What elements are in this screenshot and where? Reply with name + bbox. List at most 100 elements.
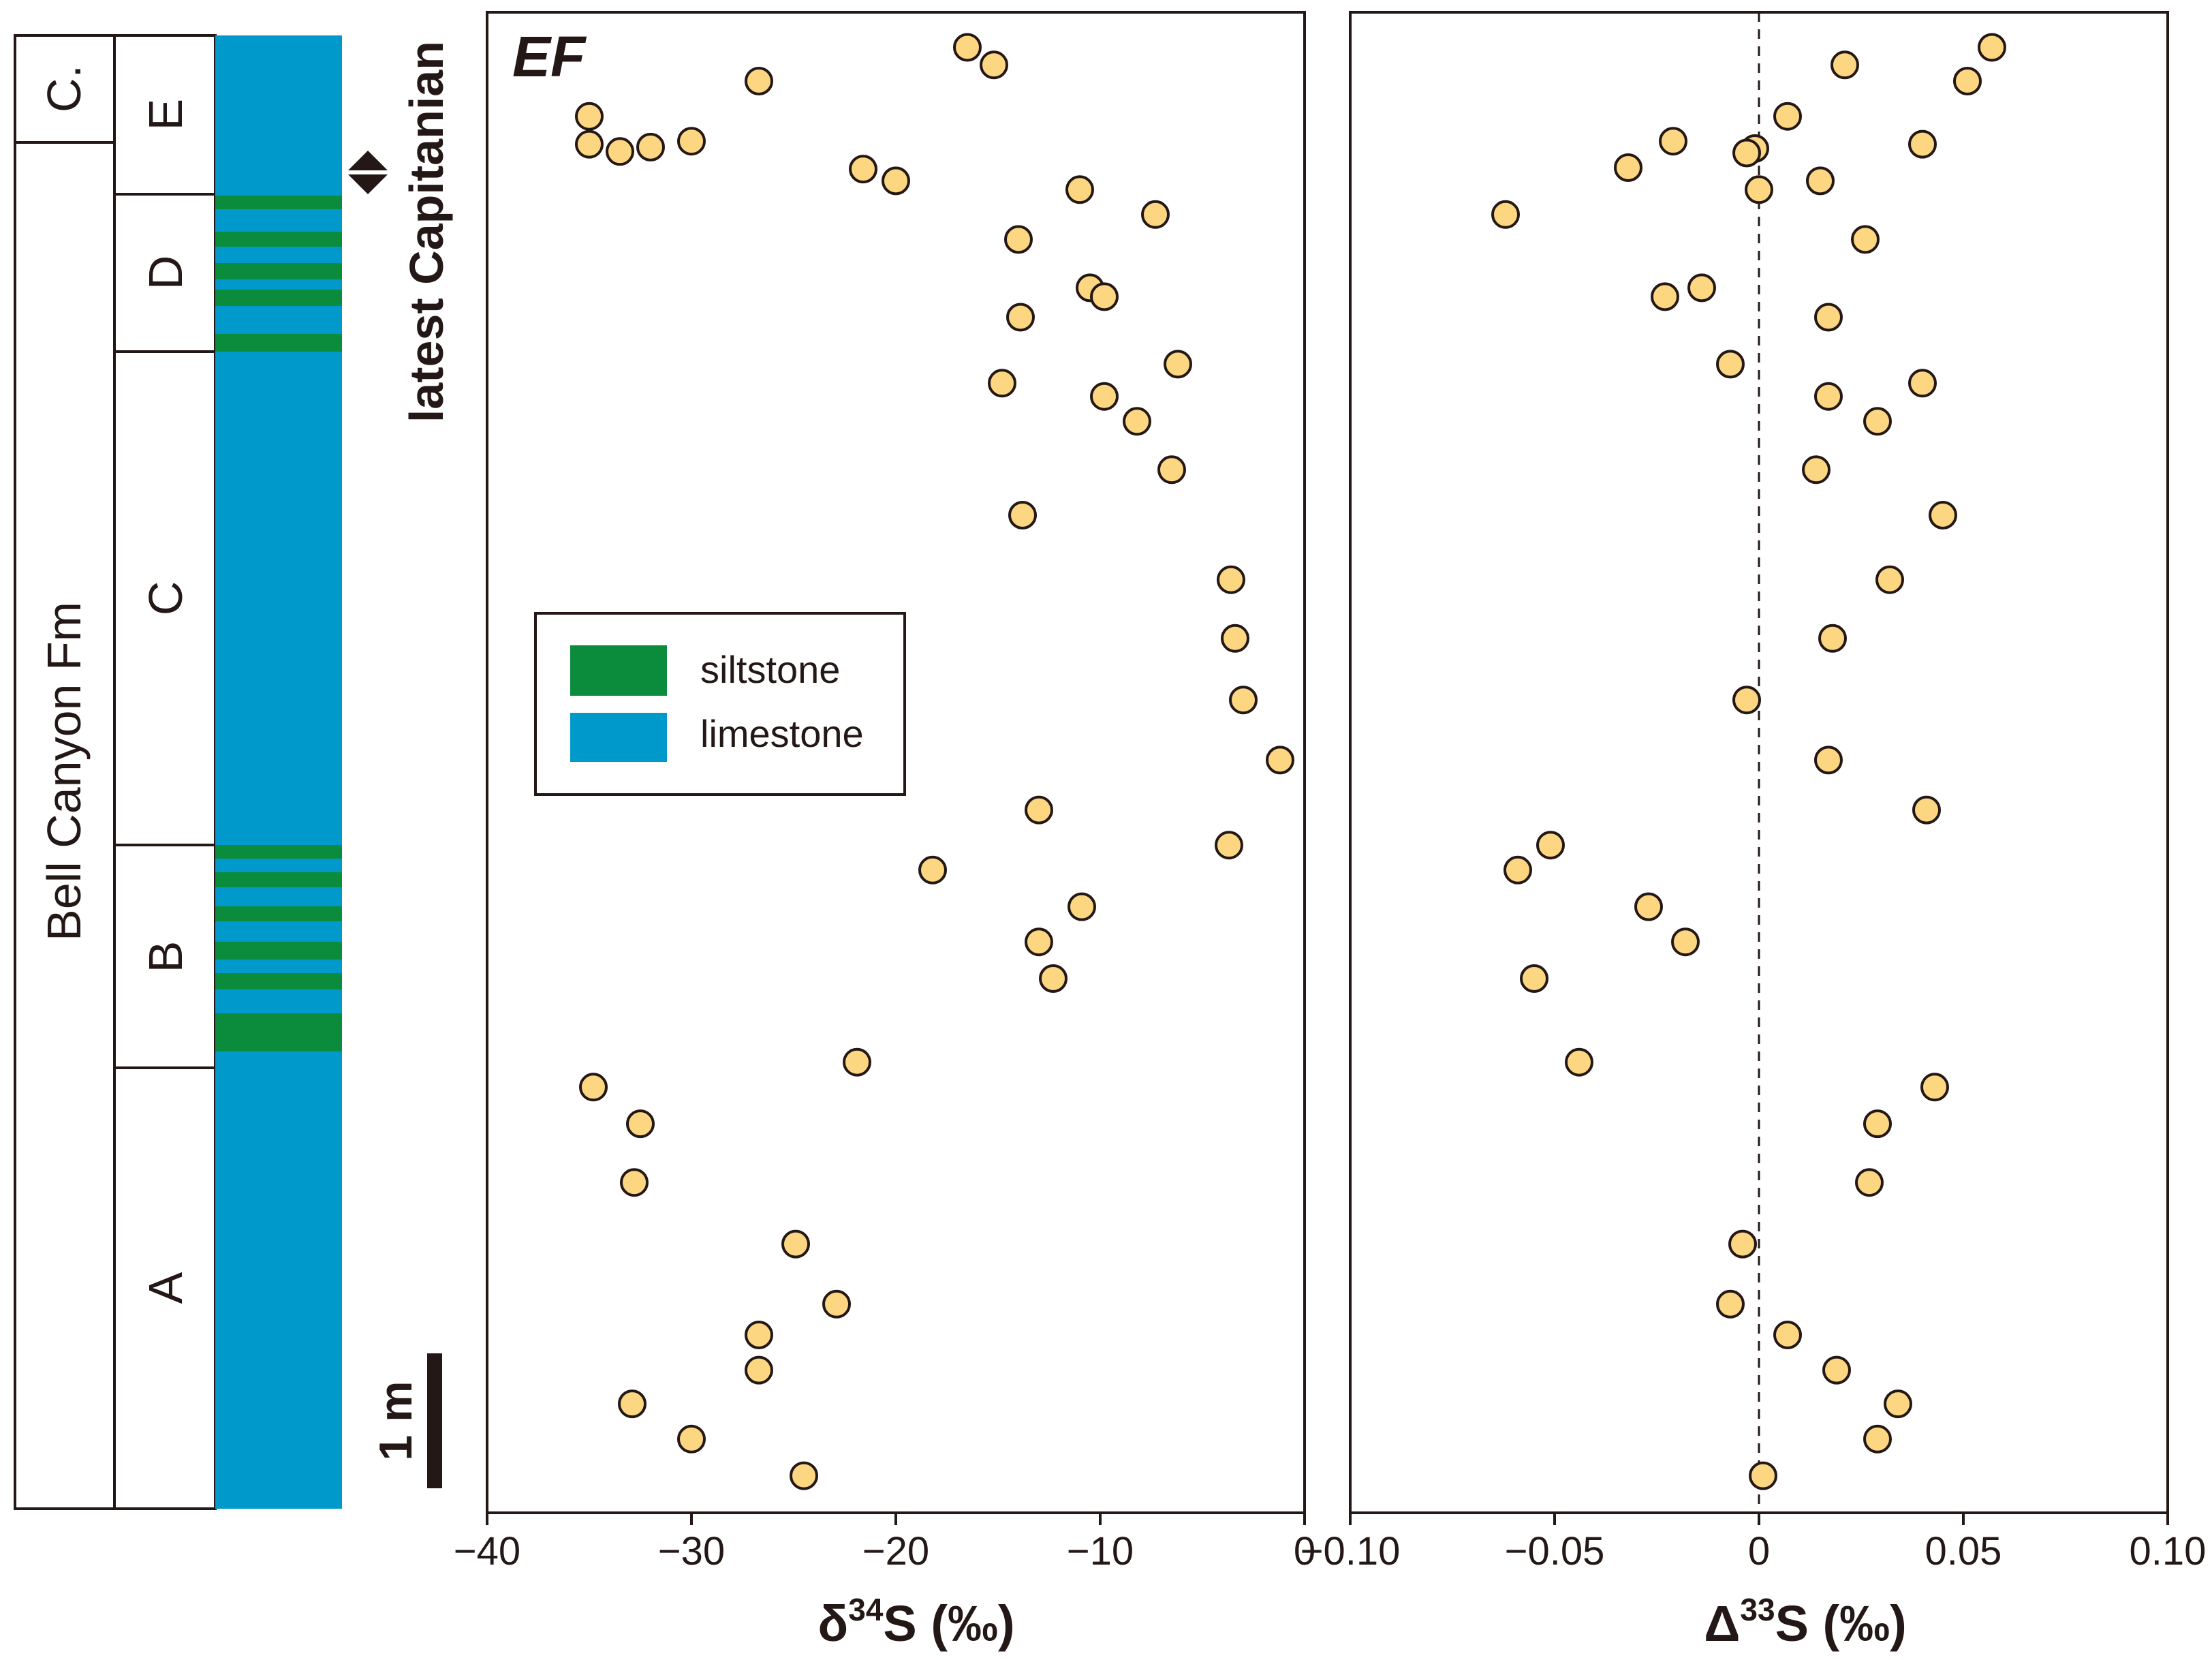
data-point bbox=[1908, 129, 1937, 159]
legend-box bbox=[534, 612, 906, 796]
data-point bbox=[1912, 795, 1941, 825]
formation-label: Bell Canyon Fm bbox=[37, 602, 91, 941]
data-point bbox=[1953, 67, 1982, 95]
data-point bbox=[1090, 382, 1119, 411]
data-point bbox=[1851, 225, 1880, 254]
D33s-axis-title: Δ33S (‰) bbox=[1704, 1592, 1907, 1652]
data-point bbox=[1920, 1073, 1949, 1102]
age-label: latest Capitanian bbox=[400, 41, 453, 422]
data-point bbox=[575, 129, 604, 159]
x-tick-label: 0 bbox=[1748, 1529, 1770, 1573]
data-point bbox=[1875, 565, 1904, 594]
data-point bbox=[1215, 831, 1243, 860]
data-point bbox=[1716, 1289, 1745, 1319]
member-label-b: B bbox=[139, 941, 192, 973]
siltstone-bed bbox=[215, 334, 342, 352]
data-point bbox=[1732, 686, 1761, 715]
data-point bbox=[1536, 831, 1565, 860]
siltstone-bed bbox=[215, 232, 342, 247]
data-point bbox=[620, 1168, 649, 1197]
data-point bbox=[1157, 455, 1186, 485]
data-point bbox=[1814, 303, 1843, 332]
data-point bbox=[1863, 407, 1892, 436]
data-point bbox=[843, 1047, 871, 1077]
data-point bbox=[1929, 501, 1957, 529]
axis-title-superscript: 34 bbox=[848, 1592, 884, 1627]
x-tick-label: −30 bbox=[658, 1529, 725, 1573]
data-point bbox=[1164, 350, 1192, 379]
data-point bbox=[1123, 407, 1151, 436]
siltstone-bed bbox=[215, 263, 342, 279]
boundary-marker-icon bbox=[348, 151, 388, 194]
data-point bbox=[1006, 303, 1035, 332]
x-tick-label: 0.05 bbox=[1925, 1529, 2002, 1573]
data-point bbox=[1806, 166, 1835, 196]
member-label-c: C bbox=[139, 581, 192, 616]
x-tick-label: −20 bbox=[862, 1529, 929, 1573]
data-point bbox=[1802, 455, 1831, 485]
data-point bbox=[918, 855, 947, 885]
D33s-panel: −0.10 −0.05 0 0.05 0.10 Δ33S (‰) bbox=[1300, 11, 2207, 1652]
siltstone-bed bbox=[215, 906, 342, 921]
siltstone-bed bbox=[215, 872, 342, 887]
data-point bbox=[1651, 282, 1679, 311]
D33s-x-axis: −0.10 −0.05 0 0.05 0.10 bbox=[1300, 1513, 2207, 1573]
data-point bbox=[1671, 927, 1700, 957]
data-point bbox=[1687, 273, 1716, 303]
x-tick-label: −0.10 bbox=[1300, 1529, 1401, 1573]
data-point bbox=[781, 1229, 810, 1259]
siltstone-bed bbox=[215, 196, 342, 209]
data-point bbox=[1229, 686, 1258, 715]
data-point bbox=[849, 155, 877, 184]
member-label-d: D bbox=[139, 256, 192, 290]
data-point bbox=[1614, 153, 1642, 182]
data-point bbox=[1141, 200, 1170, 229]
data-point bbox=[575, 102, 604, 131]
x-tick-label: −10 bbox=[1067, 1529, 1134, 1573]
data-point bbox=[1520, 964, 1548, 993]
data-point bbox=[822, 1289, 851, 1319]
d34s-panel: EF siltstone limestone −40 −30 −20 −10 0 δ34… bbox=[454, 11, 1315, 1652]
x-tick-label: 0.10 bbox=[2130, 1529, 2207, 1573]
data-point bbox=[1822, 1355, 1851, 1385]
data-point bbox=[988, 369, 1016, 398]
data-point bbox=[1634, 892, 1663, 921]
data-point bbox=[1773, 102, 1802, 131]
axis-title-base: Δ bbox=[1704, 1595, 1740, 1652]
limestone-column bbox=[215, 35, 342, 1509]
data-point bbox=[677, 127, 706, 156]
siltstone-bed bbox=[215, 942, 342, 959]
upper-unit-label: C. bbox=[37, 65, 91, 112]
data-point bbox=[1025, 795, 1053, 825]
siltstone-legend-swatch bbox=[570, 645, 667, 696]
axis-title-base: δ bbox=[817, 1595, 848, 1652]
data-point bbox=[1039, 964, 1068, 993]
data-point bbox=[980, 50, 1008, 80]
siltstone-bed bbox=[215, 290, 342, 306]
d34s-x-axis: −40 −30 −20 −10 0 bbox=[454, 1513, 1315, 1573]
data-point bbox=[626, 1109, 655, 1139]
limestone-legend-swatch bbox=[570, 713, 667, 762]
data-point bbox=[1008, 501, 1037, 529]
siltstone-beds bbox=[215, 196, 342, 1051]
data-point bbox=[1818, 624, 1847, 653]
data-point bbox=[1716, 350, 1745, 379]
axis-title-rest: S (‰) bbox=[1775, 1595, 1907, 1652]
siltstone-legend-label: siltstone bbox=[700, 648, 840, 691]
data-point bbox=[1221, 624, 1249, 653]
data-point bbox=[606, 137, 634, 166]
d34s-axis-title: δ34S (‰) bbox=[817, 1592, 1014, 1652]
data-point bbox=[1217, 565, 1245, 594]
data-point bbox=[1814, 746, 1843, 775]
data-point bbox=[1745, 175, 1773, 204]
data-point bbox=[1266, 746, 1294, 775]
data-point bbox=[1831, 50, 1859, 80]
data-point bbox=[1504, 855, 1532, 885]
axis-title-rest: S (‰) bbox=[883, 1595, 1014, 1652]
data-point bbox=[953, 33, 982, 62]
siltstone-bed bbox=[215, 973, 342, 989]
siltstone-bed bbox=[215, 1013, 342, 1051]
data-point bbox=[1863, 1424, 1892, 1454]
data-point bbox=[882, 166, 910, 196]
